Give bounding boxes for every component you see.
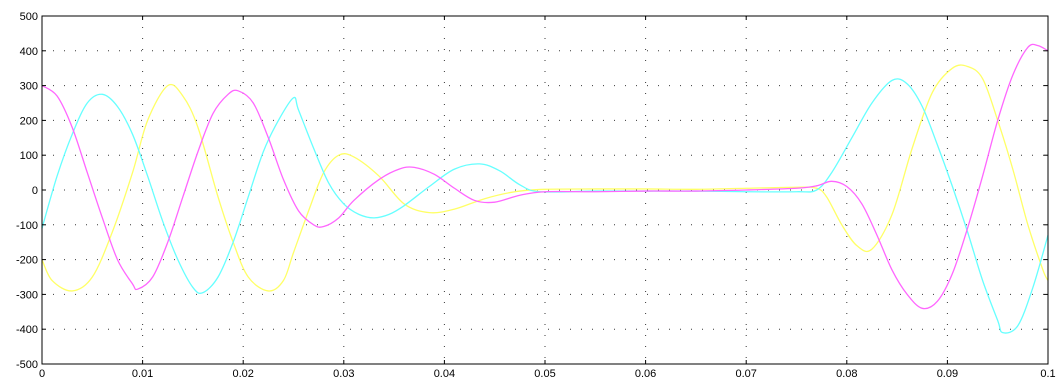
x-tick-label: 0.07 — [735, 368, 756, 380]
x-tick-label: 0.04 — [434, 368, 455, 380]
x-tick-label: 0 — [39, 368, 45, 380]
x-tick-label: 0.03 — [333, 368, 354, 380]
x-tick-labels: 0 0.01 0.02 0.03 0.04 0.05 0.06 0.07 0.08 0.09 0.1 — [39, 16, 1056, 380]
y-tick-label: -100 — [16, 220, 38, 232]
y-tick-label: -200 — [16, 255, 38, 267]
x-tick-label: 0.01 — [132, 368, 153, 380]
y-tick-label: 500 — [20, 11, 38, 23]
y-tick-label: 100 — [20, 150, 38, 162]
series-line-3 — [41, 43, 1049, 310]
y-tick-label: -300 — [16, 289, 38, 301]
data-series — [41, 43, 1049, 334]
y-tick-label: -400 — [16, 324, 38, 336]
y-tick-label: 400 — [20, 46, 38, 58]
x-tick-label: 0.06 — [635, 368, 656, 380]
series-line-1 — [41, 64, 1049, 292]
x-tick-label: 0.02 — [232, 368, 253, 380]
y-tick-label: 300 — [20, 81, 38, 93]
series-line-2 — [41, 78, 1049, 334]
x-tick-label: 0.08 — [836, 368, 857, 380]
y-tick-label: 200 — [20, 115, 38, 127]
y-tick-labels: 500 400 300 200 100 0 -100 -200 -300 -400 -500 — [16, 11, 1048, 371]
x-tick-label: 0.1 — [1040, 368, 1055, 380]
x-tick-label: 0.09 — [937, 368, 958, 380]
y-tick-label: 0 — [32, 185, 38, 197]
x-tick-label: 0.05 — [534, 368, 555, 380]
y-tick-label: -500 — [16, 359, 38, 371]
